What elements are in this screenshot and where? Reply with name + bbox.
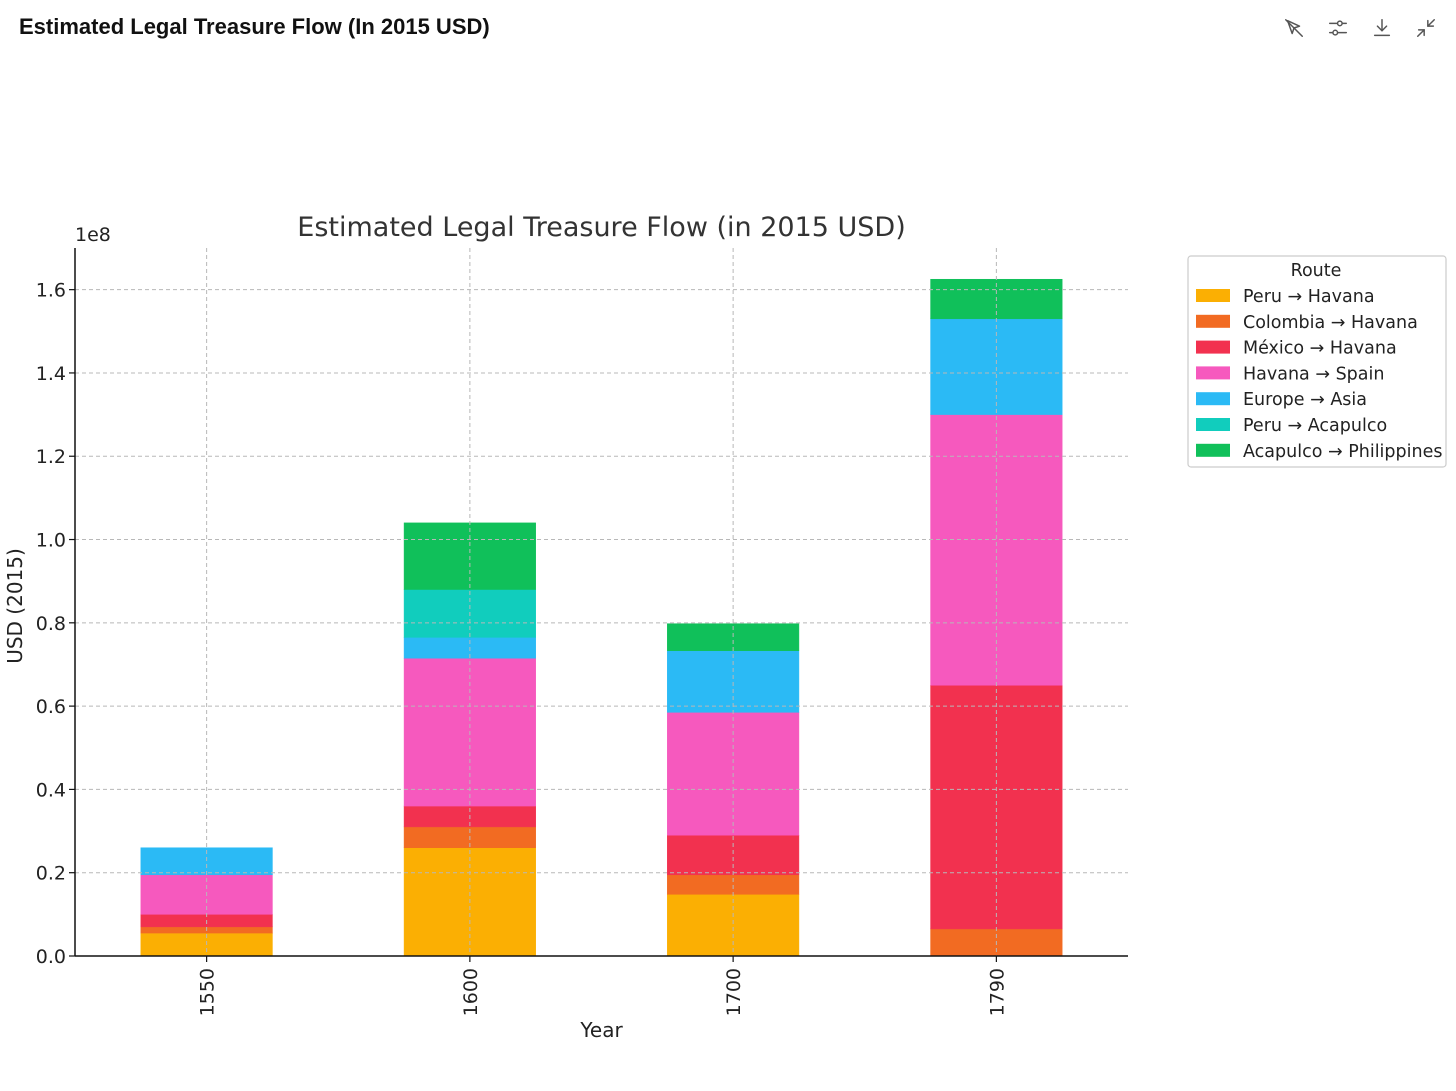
bar-segment [667, 894, 800, 957]
x-tick-label: 1700 [723, 968, 745, 1016]
y-tick-label: 1.4 [36, 363, 66, 385]
x-tick-label: 1600 [460, 968, 482, 1016]
bar-segment [667, 834, 800, 876]
bar-segment [667, 874, 800, 895]
y-tick-label: 1.2 [36, 446, 66, 468]
y-tick-label: 0.2 [36, 863, 66, 885]
y-offset-label: 1e8 [75, 224, 111, 246]
chart-toolbar [1282, 14, 1438, 42]
collapse-icon [1417, 19, 1435, 37]
y-tick-label: 0.8 [36, 613, 66, 635]
y-axis-title: USD (2015) [3, 548, 27, 664]
chart-header: Estimated Legal Treasure Flow (In 2015 U… [0, 0, 1456, 58]
legend-box [1187, 255, 1447, 468]
legend-label: Europe → Asia [1243, 390, 1367, 410]
sliders-icon [1329, 20, 1347, 36]
page-title: Estimated Legal Treasure Flow (In 2015 U… [19, 14, 490, 39]
legend-title: Route [1291, 261, 1342, 281]
download-icon [1373, 19, 1391, 37]
legend-swatch [1196, 366, 1230, 380]
y-tick-label: 0.0 [36, 946, 66, 968]
legend-label: Peru → Havana [1243, 287, 1375, 307]
y-tick-label: 0.4 [36, 779, 66, 801]
y-tick-label: 1.6 [36, 280, 66, 302]
legend-swatch [1196, 340, 1230, 354]
legend-swatch [1196, 289, 1230, 302]
legend-swatch [1196, 418, 1230, 431]
legend-label: Havana → Spain [1243, 364, 1384, 384]
legend-label: Colombia → Havana [1243, 313, 1418, 333]
y-tick-label: 1.0 [36, 530, 66, 552]
legend-swatch [1196, 392, 1230, 406]
legend-swatch [1196, 443, 1230, 457]
x-tick-label: 1550 [197, 968, 219, 1016]
legend-label: Peru → Acapulco [1243, 416, 1387, 436]
toggle-interaction-button[interactable] [1282, 14, 1306, 42]
cursor-off-icon [1285, 19, 1303, 37]
x-axis-title: Year [579, 1018, 623, 1042]
legend-label: México → Havana [1243, 339, 1397, 359]
x-tick-label: 1790 [986, 968, 1008, 1016]
legend-label: Acapulco → Philippines [1243, 442, 1442, 462]
chart-title: Estimated Legal Treasure Flow (in 2015 U… [297, 212, 905, 243]
y-tick-label: 0.6 [36, 696, 66, 718]
download-button[interactable] [1370, 14, 1394, 42]
collapse-button[interactable] [1414, 14, 1438, 42]
chart-settings-button[interactable] [1326, 14, 1350, 42]
legend-swatch [1196, 314, 1230, 328]
